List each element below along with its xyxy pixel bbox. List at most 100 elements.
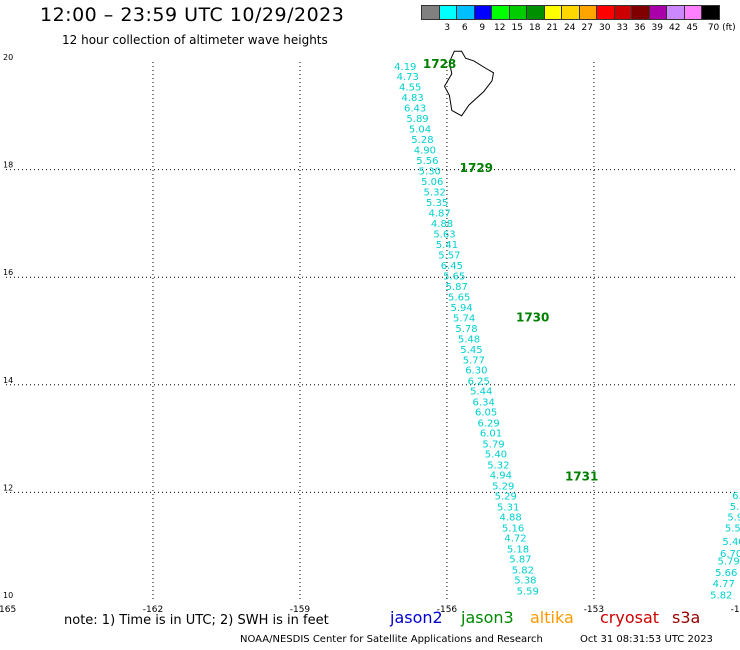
swh-value-main: 5.63 [433,230,455,241]
swh-value-main: 5.77 [463,356,485,367]
swh-value-main: 5.40 [485,450,507,461]
swh-value-right: 5.50 [725,523,740,534]
swh-value-main: 4.90 [414,146,436,157]
lat-tick-label: 14 [3,376,13,385]
legend-swatch [701,5,720,20]
swh-value-main: 5.32 [424,188,446,199]
swh-value-main: 6.43 [404,104,426,115]
swh-value-main: 4.72 [504,534,526,545]
swh-value-main: 4.87 [428,209,450,220]
time-label: 1731 [565,469,598,483]
swh-value-main: 5.30 [419,167,441,178]
lon-tick-label: -156 [437,605,458,615]
lat-tick-label: 10 [3,591,13,600]
swh-value-main: 5.32 [487,460,509,471]
legend-label: 33 [616,23,628,33]
swh-value-main: 5.87 [446,282,468,293]
satellite-altika: altika [530,608,574,627]
legend-label: 27 [581,23,593,33]
swh-value-main: 5.78 [455,324,477,335]
swh-value-main: 6.29 [477,418,499,429]
swh-value-right: 4.77 [713,579,735,590]
footnote: note: 1) Time is in UTC; 2) SWH is in fe… [64,613,329,628]
swh-value-right: 5.82 [710,591,732,602]
swh-value-main: 4.88 [431,219,453,230]
swh-value-main: 5.04 [409,125,431,136]
lon-tick-label: -165 [0,605,16,615]
legend-label: 70 (ft) [707,23,736,33]
swh-value-right: 5.79 [718,557,740,568]
legend-label: 24 [564,23,576,33]
swh-value-main: 5.41 [436,240,458,251]
legend-label: 36 [634,23,646,33]
swh-value-main: 5.38 [514,576,536,587]
lon-tick-label: -159 [290,605,311,615]
swh-value-right: 6.70 [720,549,740,560]
legend-label: 6 [461,23,468,33]
map-title: 12:00 – 23:59 UTC 10/29/2023 [40,4,345,26]
legend-label: 21 [546,23,558,33]
swh-value-main: 5.29 [495,492,517,503]
swh-value-main: 5.57 [438,251,460,262]
lon-tick-label: -150 [731,605,740,615]
swh-value-main: 5.06 [421,177,443,188]
legend-label: 12 [494,23,506,33]
swh-value-main: 5.56 [416,156,438,167]
swh-value-right: 5.66 [715,568,737,579]
swh-value-main: 5.87 [509,555,531,566]
swh-value-main: 5.74 [453,314,475,325]
swh-value-main: 5.45 [460,345,482,356]
swh-value-main: 4.19 [394,62,416,73]
swh-value-main: 4.55 [399,83,421,94]
swh-value-main: 6.01 [480,429,502,440]
swh-value-main: 6.25 [468,376,490,387]
credit-text: NOAA/NESDIS Center for Satellite Applica… [240,634,543,645]
swh-value-main: 5.31 [497,502,519,513]
time-label: 1728 [423,57,456,71]
legend-label: 18 [529,23,541,33]
legend-label: 9 [479,23,486,33]
swh-value-main: 6.34 [473,397,495,408]
swh-value-right: 6.32 [732,491,740,502]
satellite-jason3: jason3 [461,608,514,627]
swh-value-main: 6.30 [465,366,487,377]
legend-label: 39 [651,23,663,33]
satellite-cryosat: cryosat [600,608,660,627]
swh-value-main: 6.05 [475,408,497,419]
lat-tick-label: 16 [3,268,13,277]
swh-value-main: 5.94 [451,303,473,314]
lat-tick-label: 18 [3,161,13,170]
legend-label: 45 [686,23,698,33]
lat-tick-label: 20 [3,53,13,62]
swh-value-right: 5.96 [727,513,740,524]
island-coastline: Hawaii [443,50,495,117]
timestamp: Oct 31 08:31:53 UTC 2023 [580,634,713,645]
swh-value-main: 4.83 [402,93,424,104]
swh-value-main: 4.73 [397,72,419,83]
lat-tick-label: 12 [3,483,13,492]
swh-value-main: 5.82 [512,565,534,576]
swh-value-main: 5.16 [502,523,524,534]
swh-value-right: 5.88 [730,502,740,513]
swh-value-main: 4.94 [490,471,512,482]
lon-tick-label: -162 [143,605,163,615]
lon-tick-label: -153 [584,605,604,615]
satellite-jason2: jason2 [390,608,443,627]
time-label: 1729 [460,161,493,175]
swh-value-main: 5.79 [482,439,504,450]
swh-value-main: 6.45 [441,261,463,272]
time-label: 1730 [516,311,549,325]
swh-value-main: 5.65 [448,293,470,304]
legend-label: 30 [599,23,611,33]
swh-value-main: 5.44 [470,387,492,398]
swh-value-main: 5.29 [492,481,514,492]
swh-value-main: 5.18 [507,544,529,555]
swh-value-main: 5.59 [517,586,539,597]
swh-value-main: 5.89 [406,114,428,125]
legend-label: 3 [444,23,451,33]
swh-value-main: 5.35 [426,198,448,209]
swh-value-main: 5.65 [443,272,465,283]
legend-label: 42 [669,23,681,33]
swh-value-main: 5.28 [411,135,433,146]
